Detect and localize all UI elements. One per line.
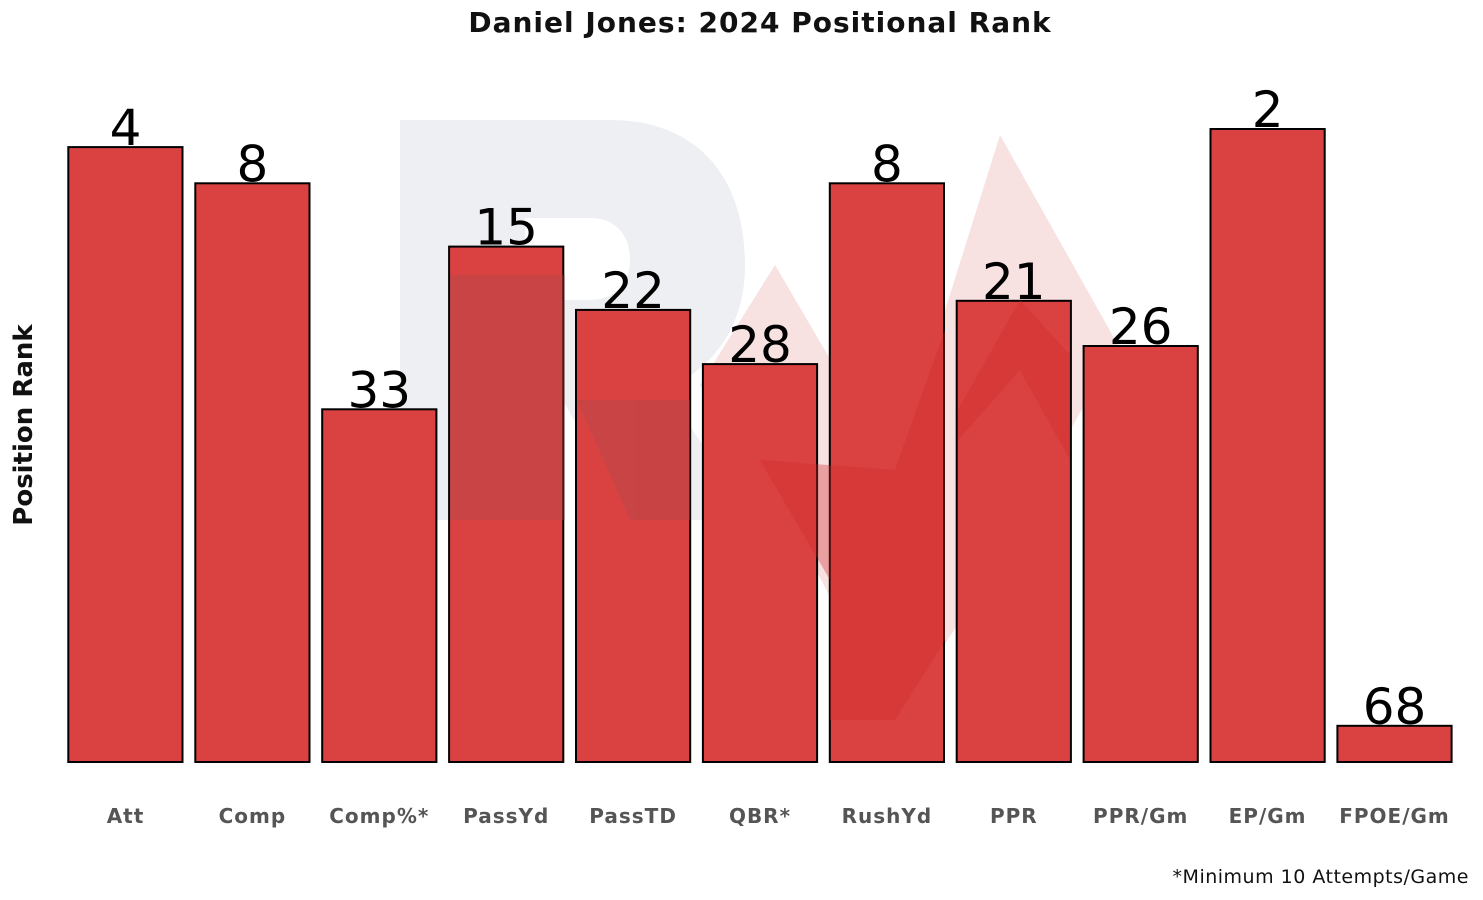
footnote: *Minimum 10 Attempts/Game xyxy=(1172,866,1469,888)
bars-layer xyxy=(67,128,1453,764)
x-tick-label: Comp xyxy=(219,804,287,828)
bar-ppr-gm xyxy=(1082,345,1199,763)
bar-value-label: 28 xyxy=(728,316,792,374)
bar-comp xyxy=(194,182,311,764)
bar-fpoe-gm xyxy=(1336,724,1453,763)
watermark-mountain-overlay xyxy=(760,300,1070,720)
x-tick-label: PPR/Gm xyxy=(1093,804,1188,828)
bar-passyd xyxy=(448,245,565,764)
x-tick-label: QBR* xyxy=(729,804,791,828)
bar-value-label: 2 xyxy=(1252,81,1284,139)
x-tick-labels-layer: Att Comp Comp%* PassYd PassTD QBR* RushYd PPR PP… xyxy=(107,804,1450,828)
bar-value-label: 33 xyxy=(347,361,411,419)
bar-value-label: 26 xyxy=(1109,298,1173,356)
x-tick-label: EP/Gm xyxy=(1229,804,1307,828)
bar-value-label: 4 xyxy=(110,99,142,157)
watermark-r-overlay xyxy=(450,275,690,520)
bar-value-label: 22 xyxy=(601,262,665,320)
bar-ppr xyxy=(955,299,1072,763)
x-tick-label: PassTD xyxy=(589,804,677,828)
bar-value-label: 8 xyxy=(236,135,268,193)
x-tick-label: Att xyxy=(107,804,145,828)
bar-passtd xyxy=(575,308,692,763)
bar-att xyxy=(67,146,184,764)
x-tick-label: Comp%* xyxy=(329,804,429,828)
x-tick-label: FPOE/Gm xyxy=(1339,804,1450,828)
bar-value-label: 68 xyxy=(1363,678,1427,736)
bar-value-label: 8 xyxy=(871,135,903,193)
bar-qbr xyxy=(701,363,819,763)
bar-value-label: 21 xyxy=(982,253,1046,311)
chart-title: Daniel Jones: 2024 Positional Rank xyxy=(468,6,1052,39)
bar-rushyd xyxy=(828,182,945,764)
x-tick-label: PPR xyxy=(990,804,1038,828)
x-tick-label: PassYd xyxy=(463,804,549,828)
bar-value-label: 15 xyxy=(474,199,538,257)
bar-ep-gm xyxy=(1209,128,1326,763)
bar-labels-layer: 4 8 33 15 22 28 8 21 26 2 68 xyxy=(110,81,1427,736)
watermark-overlay xyxy=(450,275,1070,720)
bar-comp xyxy=(321,408,438,763)
x-tick-label: RushYd xyxy=(842,804,933,828)
